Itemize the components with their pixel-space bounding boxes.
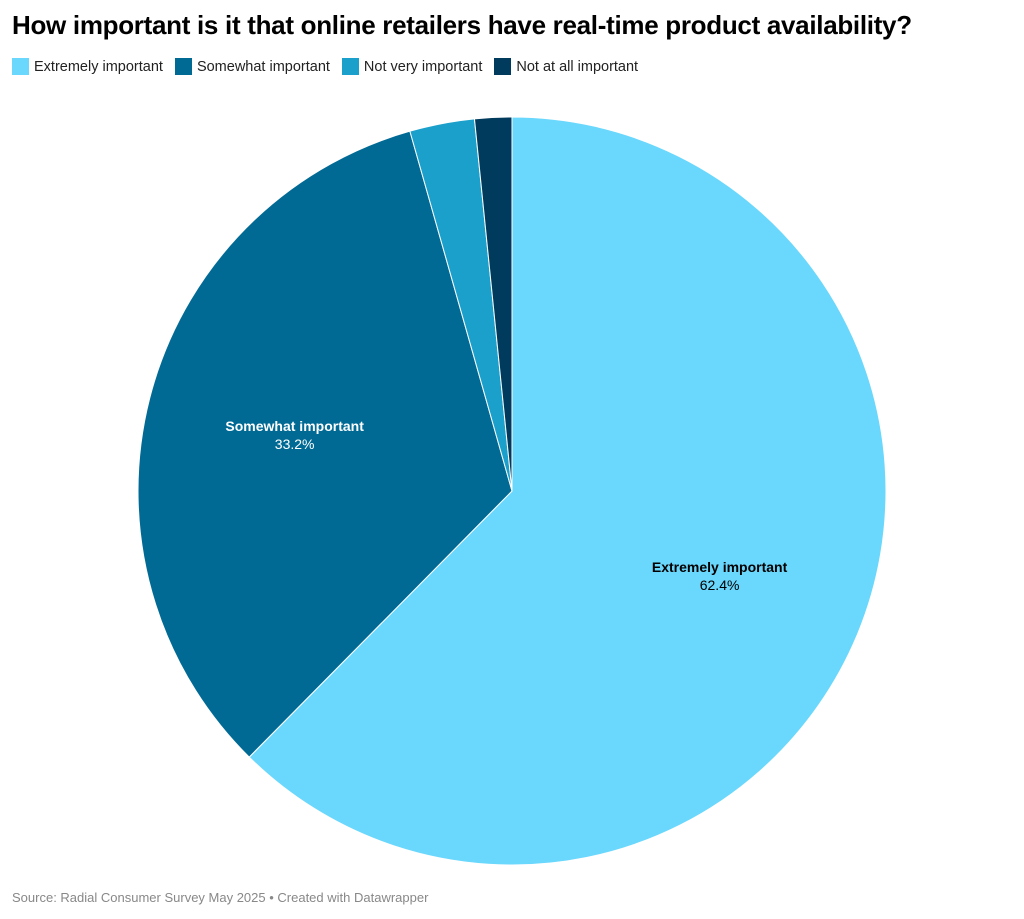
pie-chart: Extremely important 62.4% Somewhat importa…: [137, 116, 887, 866]
legend-label-somewhat-important: Somewhat important: [196, 58, 330, 75]
legend-swatch-not-very-important: [341, 58, 359, 75]
legend: Extremely important Somewhat important N…: [12, 58, 650, 75]
slice-value-extremely-important: 62.4%: [700, 577, 740, 593]
source-note: Source: Radial Consumer Survey May 2025 …: [12, 890, 429, 905]
pie-slice-not-at-all-important: [473, 116, 513, 492]
legend-item-not-at-all-important: Not at all important: [494, 58, 638, 75]
legend-label-not-very-important: Not very important: [363, 58, 483, 75]
slice-label-extremely-important: Extremely important: [652, 559, 788, 575]
legend-label-not-at-all-important: Not at all important: [516, 58, 639, 75]
slice-value-somewhat-important: 33.2%: [275, 436, 315, 452]
legend-item-somewhat-important: Somewhat important: [174, 58, 330, 75]
legend-item-not-very-important: Not very important: [341, 58, 483, 75]
legend-swatch-not-at-all-important: [494, 58, 512, 75]
legend-item-extremely-important: Extremely important: [12, 58, 163, 75]
legend-swatch-extremely-important: [12, 58, 29, 75]
pie-slice-extremely-important: [248, 116, 887, 866]
pie-slice-somewhat-important: [137, 130, 513, 758]
slice-labels: Extremely important 62.4% Somewhat importa…: [225, 418, 787, 593]
legend-swatch-somewhat-important: [174, 58, 192, 75]
chart-title: How important is it that online retailer…: [12, 10, 912, 40]
slice-label-somewhat-important: Somewhat important: [225, 418, 364, 434]
legend-label-extremely-important: Extremely important: [34, 58, 163, 75]
